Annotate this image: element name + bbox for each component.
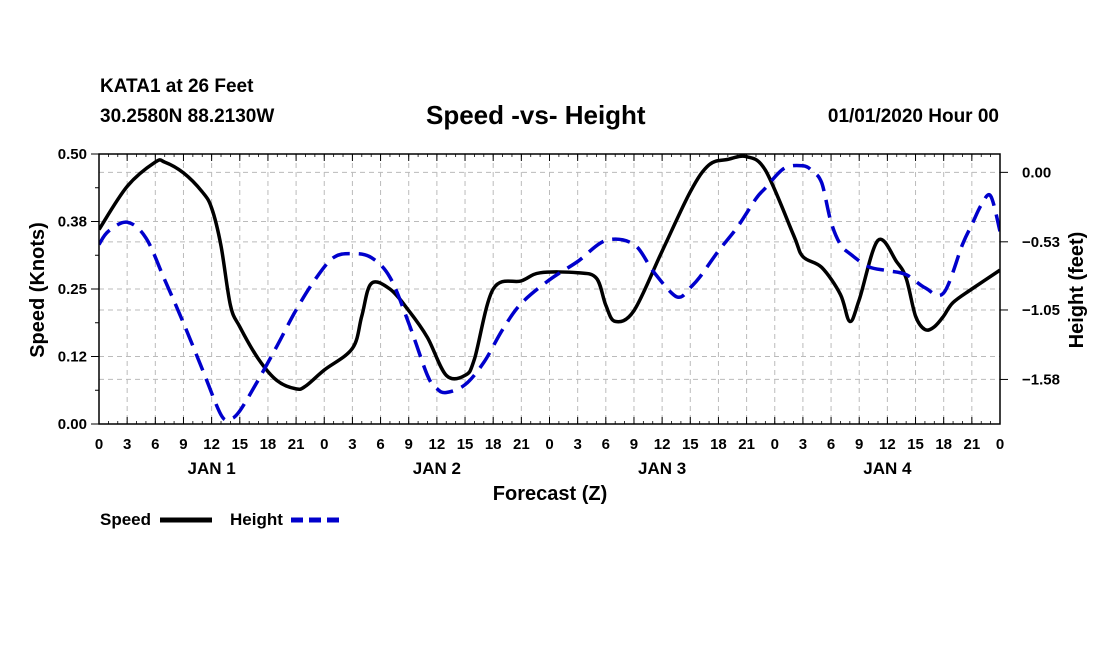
x-tick-label: 18: [260, 436, 277, 453]
y-axis-label-left: Speed (Knots): [27, 222, 49, 358]
x-tick-label: 15: [907, 436, 924, 453]
x-tick-label: 3: [348, 436, 356, 453]
axis-layer: 0 3 6 9 12 15 18 21 0 3 6 9 12 15 18 21 0 3 6 9 12 15 18 21 0 3 6 9…: [58, 146, 1060, 478]
x-tick-label: 0: [545, 436, 553, 453]
x-tick-label: 9: [405, 436, 413, 453]
y-tick-label: 0.38: [58, 214, 87, 231]
day-label: JAN 2: [413, 459, 461, 478]
y2-tick-label: −0.53: [1022, 234, 1060, 251]
x-tick-label: 3: [123, 436, 131, 453]
x-tick-label: 12: [429, 436, 446, 453]
x-tick-label: 6: [376, 436, 384, 453]
x-tick-label: 21: [288, 436, 305, 453]
x-tick-label: 15: [682, 436, 699, 453]
legend-label-speed: Speed: [100, 510, 151, 529]
x-tick-label: 3: [799, 436, 807, 453]
y2-tick-label: −1.05: [1022, 302, 1060, 319]
x-tick-label: 6: [151, 436, 159, 453]
x-tick-label: 21: [738, 436, 755, 453]
y-tick-label: 0.12: [58, 349, 87, 366]
day-label: JAN 1: [188, 459, 236, 478]
y2-tick-label: −1.58: [1022, 371, 1060, 388]
x-tick-label: 15: [457, 436, 474, 453]
legend-label-height: Height: [230, 510, 283, 529]
x-tick-label: 15: [231, 436, 248, 453]
x-tick-label: 12: [654, 436, 671, 453]
x-tick-label: 18: [935, 436, 952, 453]
series-layer: [99, 154, 1000, 422]
x-tick-label: 0: [771, 436, 779, 453]
grid-layer: [99, 154, 1000, 424]
y-axis-label-right: Height (feet): [1066, 232, 1088, 349]
x-tick-label: 0: [996, 436, 1004, 453]
y-tick-label: 0.00: [58, 416, 87, 433]
x-tick-label: 6: [602, 436, 610, 453]
x-axis-label: Forecast (Z): [493, 483, 607, 505]
station-coordinates: 30.2580N 88.2130W: [100, 106, 275, 127]
forecast-datetime: 01/01/2020 Hour 00: [827, 106, 999, 127]
chart-title: Speed -vs- Height: [426, 100, 646, 130]
x-tick-label: 9: [855, 436, 863, 453]
station-name: KATA1 at 26 Feet: [100, 76, 254, 97]
x-tick-label: 18: [485, 436, 502, 453]
x-tick-label: 0: [95, 436, 103, 453]
series-line-height: [99, 163, 1000, 422]
day-label: JAN 3: [638, 459, 686, 478]
x-tick-label: 9: [630, 436, 638, 453]
x-tick-label: 9: [179, 436, 187, 453]
x-tick-label: 6: [827, 436, 835, 453]
x-tick-label: 12: [203, 436, 220, 453]
y-tick-label: 0.50: [58, 146, 87, 163]
x-tick-label: 21: [513, 436, 530, 453]
x-tick-label: 3: [573, 436, 581, 453]
day-label: JAN 4: [863, 459, 912, 478]
x-tick-label: 12: [879, 436, 896, 453]
x-tick-label: 0: [320, 436, 328, 453]
y2-tick-label: 0.00: [1022, 164, 1051, 181]
series-line-speed: [99, 154, 1000, 392]
y-tick-label: 0.25: [58, 281, 87, 298]
x-tick-label: 21: [964, 436, 981, 453]
legend: Speed Height: [100, 510, 343, 529]
x-tick-label: 18: [710, 436, 727, 453]
